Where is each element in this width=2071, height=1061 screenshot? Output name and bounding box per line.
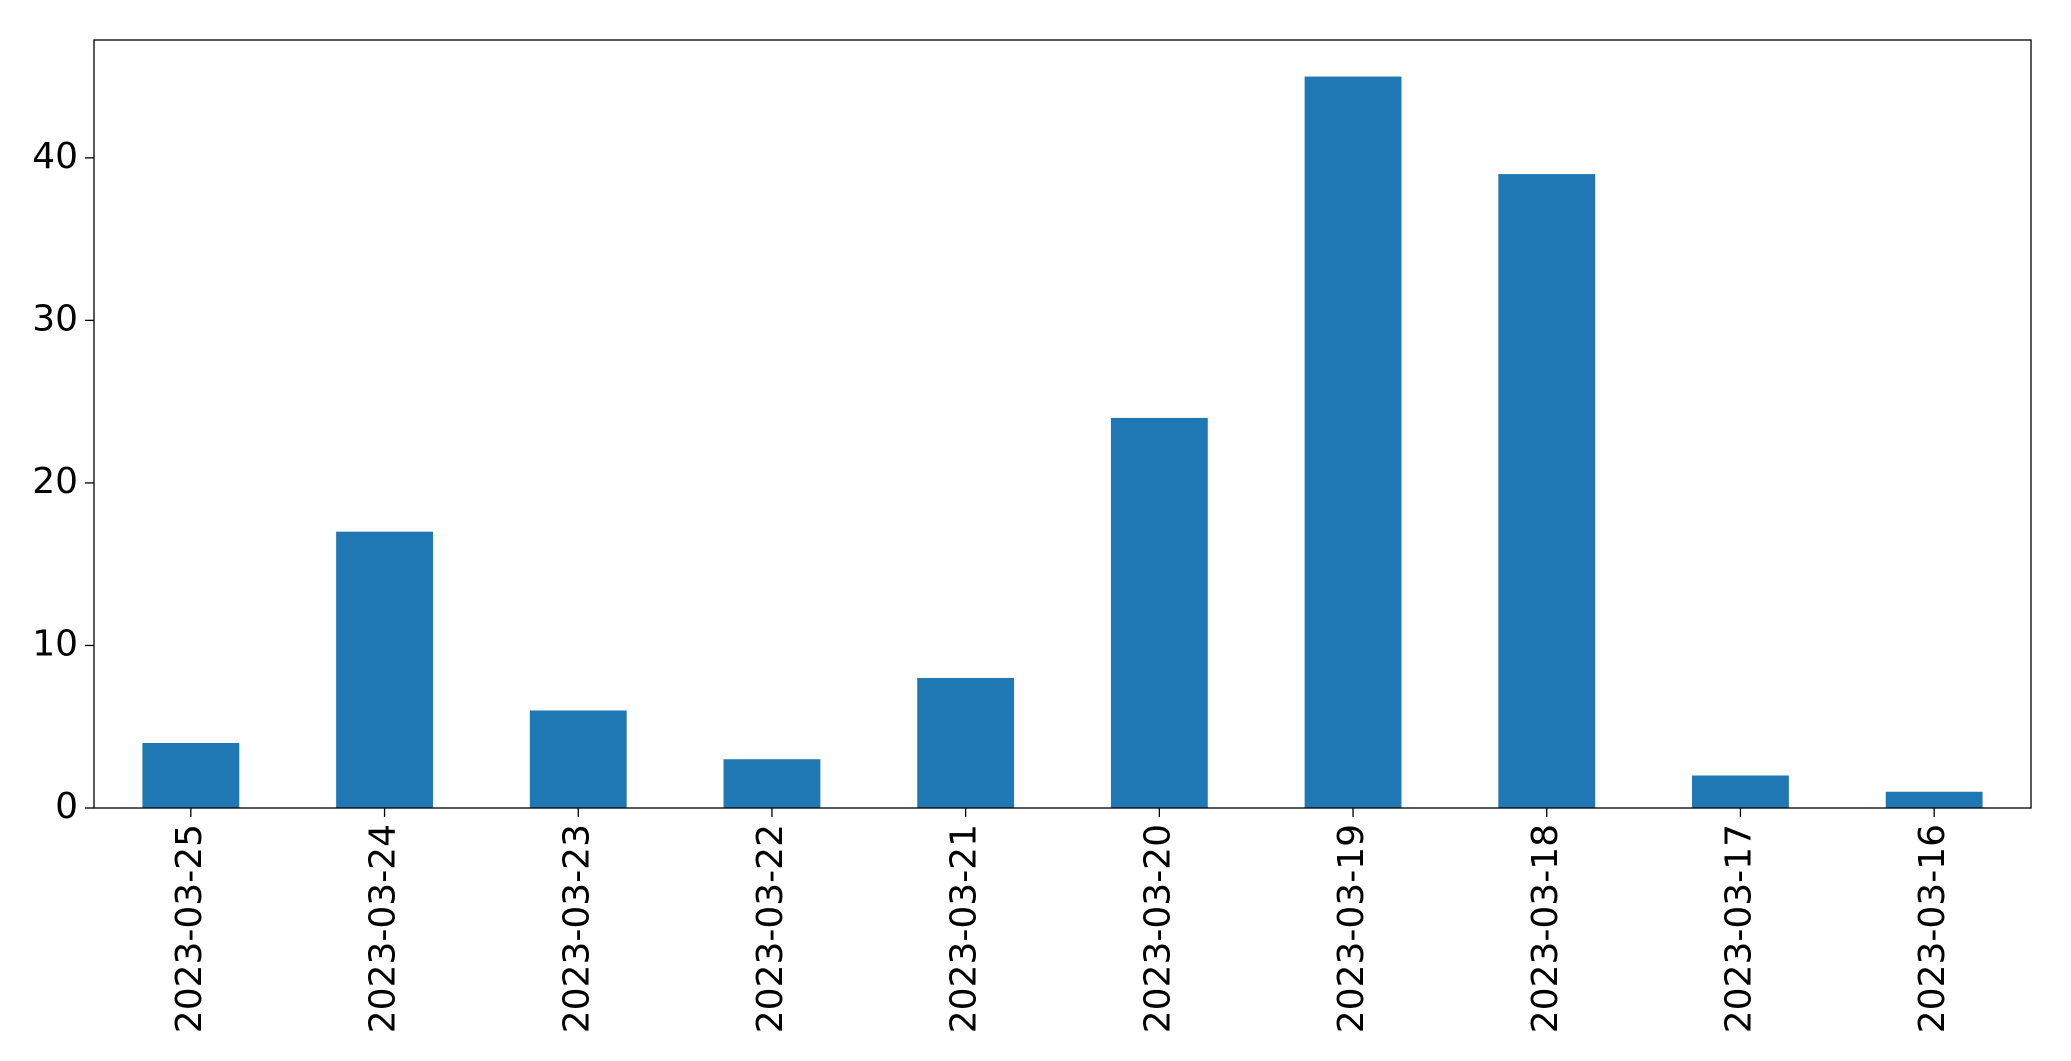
x-tick-label: 2023-03-22 [750, 824, 791, 1033]
bar [336, 531, 433, 808]
bar [529, 710, 627, 808]
x-tick-label: 2023-03-24 [363, 824, 404, 1033]
x-tick-label: 2023-03-19 [1331, 824, 1372, 1033]
x-tick-label: 2023-03-23 [556, 824, 597, 1033]
plot-frame [93, 39, 2032, 809]
x-tick-label: 2023-03-18 [1525, 824, 1566, 1033]
x-tick-label: 2023-03-25 [169, 824, 210, 1033]
bar [1304, 76, 1402, 809]
bar [723, 759, 821, 808]
y-tick-label: 30 [32, 298, 78, 339]
bar [1692, 775, 1789, 808]
y-tick-label: 40 [32, 136, 78, 177]
bar [142, 742, 240, 808]
x-tick-label: 2023-03-21 [944, 824, 985, 1033]
y-tick-label: 0 [55, 786, 78, 827]
x-tick-label: 2023-03-20 [1137, 824, 1178, 1033]
y-tick-label: 20 [32, 461, 78, 502]
bar [1498, 174, 1596, 809]
x-tick-label: 2023-03-17 [1718, 824, 1759, 1033]
y-tick-label: 10 [32, 623, 78, 664]
x-tick-label: 2023-03-16 [1912, 824, 1953, 1033]
bar [1885, 791, 1983, 808]
bar [1110, 417, 1208, 808]
bar [917, 677, 1015, 808]
